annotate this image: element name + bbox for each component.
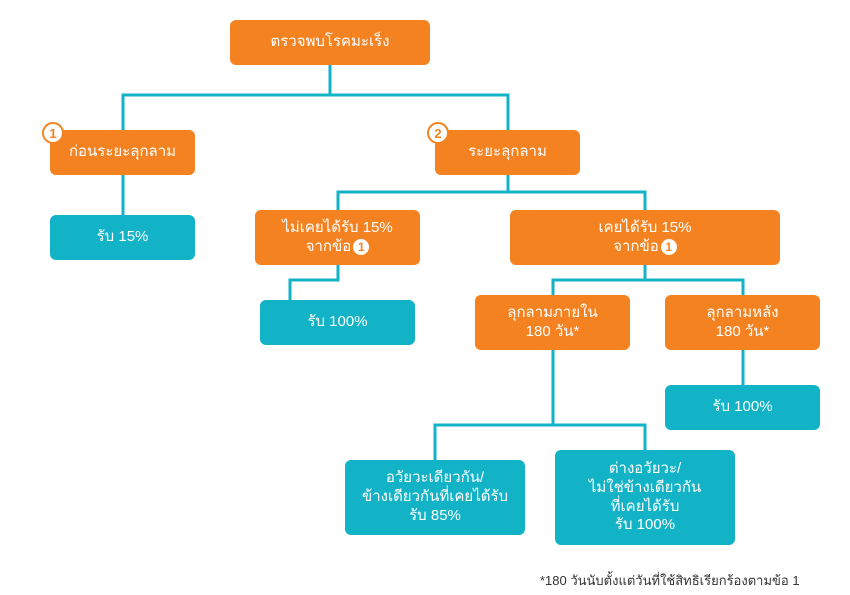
node-diff100: ต่างอวัยวะ/ไม่ใช่ข้างเดียวกันที่เคยได้รั… [555, 450, 735, 545]
node-pre: ก่อนระยะลุกลาม [50, 130, 195, 175]
badge-pre: 1 [42, 122, 64, 144]
inline-badge-never15: 1 [353, 239, 369, 255]
inline-badge-had15: 1 [661, 239, 677, 255]
node-had15: เคยได้รับ 15%จากข้อ1 [510, 210, 780, 265]
node-never15: ไม่เคยได้รับ 15%จากข้อ1 [255, 210, 420, 265]
node-after180: ลุกลามหลัง180 วัน* [665, 295, 820, 350]
node-within180: ลุกลามภายใน180 วัน* [475, 295, 630, 350]
node-pre15: รับ 15% [50, 215, 195, 260]
node-inv: ระยะลุกลาม [435, 130, 580, 175]
node-root: ตรวจพบโรคมะเร็ง [230, 20, 430, 65]
node-r100b: รับ 100% [665, 385, 820, 430]
badge-inv: 2 [427, 122, 449, 144]
footnote: *180 วันนับตั้งแต่วันที่ใช้สิทธิเรียกร้อ… [540, 570, 800, 591]
node-same85: อวัยวะเดียวกัน/ข้างเดียวกันที่เคยได้รับร… [345, 460, 525, 535]
node-r100a: รับ 100% [260, 300, 415, 345]
